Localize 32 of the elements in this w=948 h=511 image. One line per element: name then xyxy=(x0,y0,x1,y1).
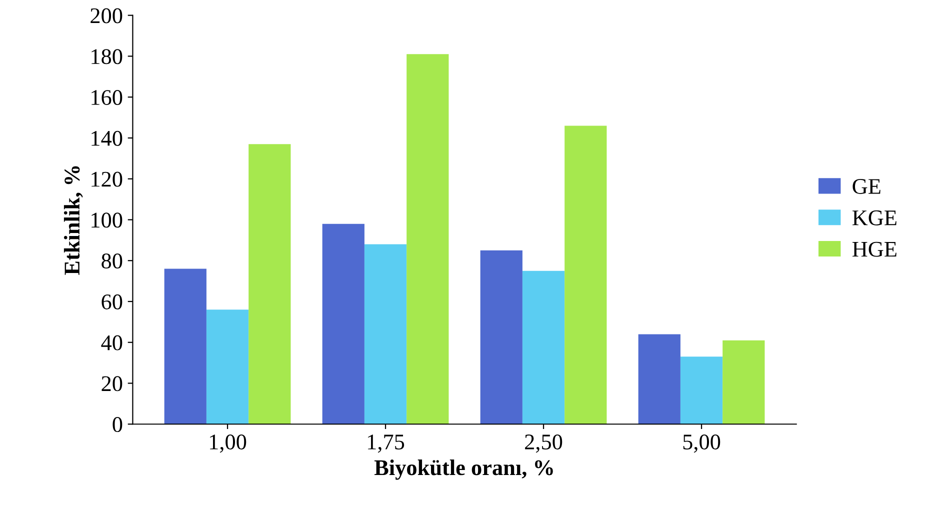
bar xyxy=(248,144,291,424)
legend-label: GE xyxy=(852,179,880,194)
y-tick-label: 0 xyxy=(112,417,122,432)
y-tick-label: 160 xyxy=(92,90,122,106)
y-tick-label: 120 xyxy=(92,172,122,187)
y-axis-title: Etkinlik, % xyxy=(64,166,83,275)
bar xyxy=(322,224,364,424)
y-tick-label: 20 xyxy=(102,376,122,392)
legend-label: KGE xyxy=(852,210,896,226)
x-tick-label: 5,00 xyxy=(683,434,720,453)
bar xyxy=(406,54,449,424)
legend-label: HGE xyxy=(852,242,896,257)
bar xyxy=(522,270,565,424)
x-tick-label: 1,00 xyxy=(210,434,246,453)
y-tick-label: 200 xyxy=(90,8,122,24)
x-tick-label: 2,50 xyxy=(525,434,562,453)
y-tick-label: 140 xyxy=(92,130,122,146)
x-axis-title: Biyokütle oranı, % xyxy=(374,460,553,480)
bar xyxy=(364,244,407,424)
bar xyxy=(206,310,249,424)
bar xyxy=(680,356,723,424)
y-tick-label: 40 xyxy=(101,335,122,350)
bar xyxy=(564,126,607,424)
y-tick-label: 100 xyxy=(92,212,122,228)
bar xyxy=(722,340,765,424)
y-tick-label: 80 xyxy=(102,254,122,269)
bar xyxy=(480,250,522,424)
bar xyxy=(164,268,206,424)
y-tick-label: 180 xyxy=(92,49,122,64)
bar xyxy=(638,334,680,424)
y-tick-label: 60 xyxy=(102,294,122,310)
x-tick-label: 1,75 xyxy=(368,434,404,453)
